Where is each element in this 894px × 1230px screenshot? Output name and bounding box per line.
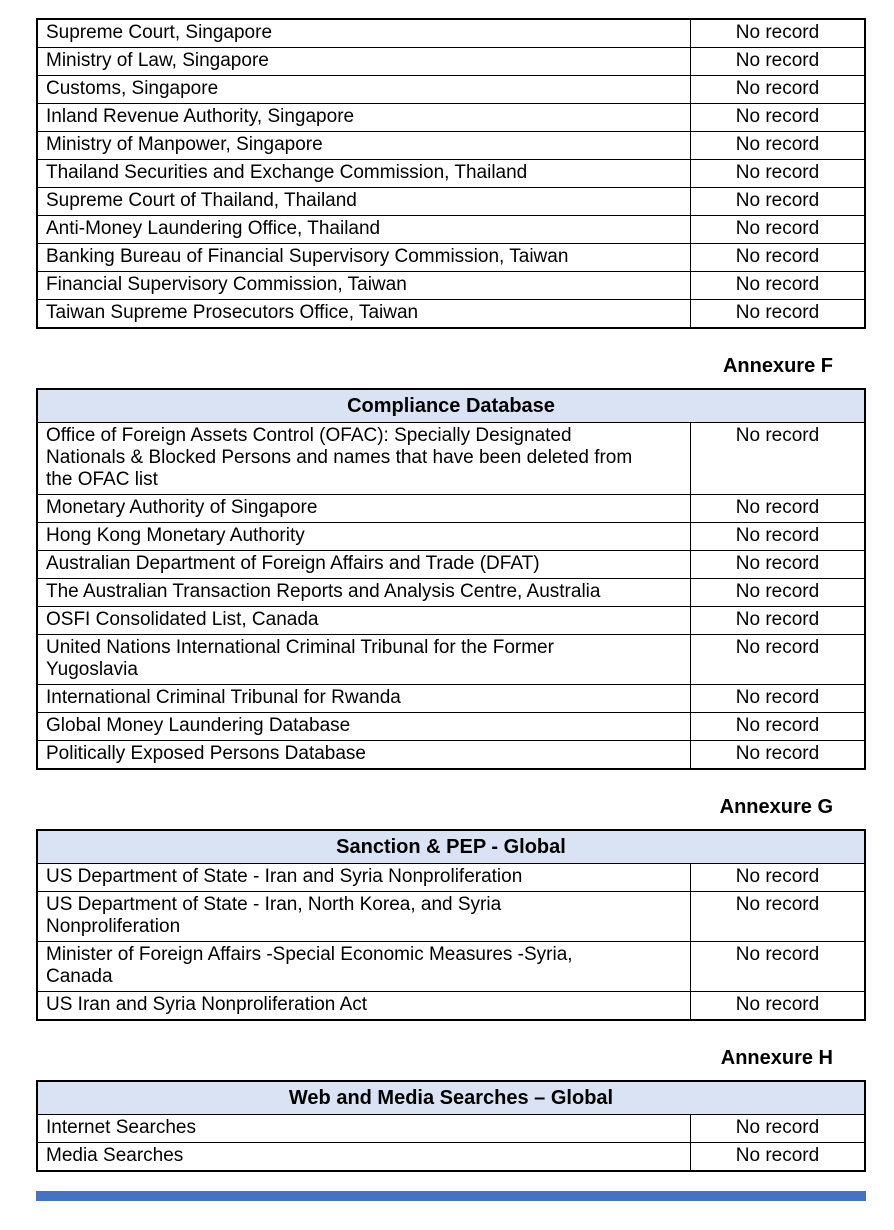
- table-row: Global Money Laundering Database No reco…: [38, 712, 864, 740]
- source-name-cell: Customs, Singapore: [46, 78, 219, 99]
- source-name-cell: United Nations International Criminal Tr…: [46, 637, 554, 680]
- table-row: Monetary Authority of Singapore No recor…: [38, 494, 864, 522]
- search-result-cell: No record: [690, 942, 864, 991]
- source-name-cell: Supreme Court, Singapore: [46, 22, 273, 43]
- next-page-table-header-edge: [36, 1191, 866, 1201]
- search-result-cell: No record: [690, 104, 864, 131]
- source-name-cell: Ministry of Manpower, Singapore: [46, 134, 323, 155]
- source-name-cell: Hong Kong Monetary Authority: [46, 525, 305, 546]
- table-row: Internet Searches No record: [38, 1115, 864, 1142]
- search-result-cell: No record: [690, 551, 864, 578]
- table-body: Internet Searches No record Media Search…: [38, 1115, 864, 1170]
- table-row: Taiwan Supreme Prosecutors Office, Taiwa…: [38, 299, 864, 327]
- table-body: Office of Foreign Assets Control (OFAC):…: [38, 423, 864, 768]
- table-row: International Criminal Tribunal for Rwan…: [38, 684, 864, 712]
- table-body: Supreme Court, Singapore No record Minis…: [38, 20, 864, 327]
- search-result-cell: No record: [690, 300, 864, 327]
- source-name-cell: US Department of State - Iran and Syria …: [46, 866, 523, 887]
- table-row: Anti-Money Laundering Office, Thailand N…: [38, 215, 864, 243]
- search-result-cell: No record: [690, 216, 864, 243]
- search-result-cell: No record: [690, 864, 864, 891]
- source-name-cell: International Criminal Tribunal for Rwan…: [46, 687, 401, 708]
- source-name-cell: US Iran and Syria Nonproliferation Act: [46, 994, 368, 1015]
- annexure-h-label: Annexure H: [720, 1047, 833, 1069]
- source-name-cell: Global Money Laundering Database: [46, 715, 351, 736]
- source-name-cell: Banking Bureau of Financial Supervisory …: [46, 246, 569, 267]
- source-name-cell: Thailand Securities and Exchange Commiss…: [46, 162, 528, 183]
- table-row: Thailand Securities and Exchange Commiss…: [38, 159, 864, 187]
- table-title-compliance-database: Compliance Database: [38, 390, 864, 423]
- search-result-cell: No record: [690, 188, 864, 215]
- table-row: Customs, Singapore No record: [38, 75, 864, 103]
- search-result-cell: No record: [690, 132, 864, 159]
- source-name-cell: Australian Department of Foreign Affairs…: [46, 553, 540, 574]
- annexure-g-label: Annexure G: [719, 796, 833, 818]
- table-row: Hong Kong Monetary Authority No record: [38, 522, 864, 550]
- search-result-cell: No record: [690, 685, 864, 712]
- source-name-cell: Office of Foreign Assets Control (OFAC):…: [46, 425, 633, 490]
- table-row: United Nations International Criminal Tr…: [38, 634, 864, 684]
- source-name-cell: Supreme Court of Thailand, Thailand: [46, 190, 357, 211]
- source-name-cell: The Australian Transaction Reports and A…: [46, 581, 601, 602]
- table-row: Supreme Court, Singapore No record: [38, 20, 864, 47]
- table-row: Media Searches No record: [38, 1142, 864, 1170]
- source-name-cell: Media Searches: [46, 1145, 184, 1166]
- table-row: Office of Foreign Assets Control (OFAC):…: [38, 423, 864, 494]
- search-result-cell: No record: [690, 272, 864, 299]
- search-result-cell: No record: [690, 495, 864, 522]
- search-result-cell: No record: [690, 579, 864, 606]
- compliance-database-table: Compliance Database Office of Foreign As…: [36, 388, 866, 770]
- source-name-cell: Minister of Foreign Affairs -Special Eco…: [46, 944, 573, 987]
- table-row: US Department of State - Iran and Syria …: [38, 864, 864, 891]
- table-row: The Australian Transaction Reports and A…: [38, 578, 864, 606]
- search-result-cell: No record: [690, 1143, 864, 1170]
- table-body: US Department of State - Iran and Syria …: [38, 864, 864, 1019]
- sanction-pep-global-table: Sanction & PEP - Global US Department of…: [36, 829, 866, 1021]
- regulatory-sources-table: Supreme Court, Singapore No record Minis…: [36, 18, 866, 329]
- table-row: Ministry of Manpower, Singapore No recor…: [38, 131, 864, 159]
- source-name-cell: Taiwan Supreme Prosecutors Office, Taiwa…: [46, 302, 419, 323]
- search-result-cell: No record: [690, 20, 864, 47]
- table-row: Inland Revenue Authority, Singapore No r…: [38, 103, 864, 131]
- table-row: Politically Exposed Persons Database No …: [38, 740, 864, 768]
- search-result-cell: No record: [690, 635, 864, 684]
- search-result-cell: No record: [690, 992, 864, 1019]
- search-result-cell: No record: [690, 607, 864, 634]
- source-name-cell: OSFI Consolidated List, Canada: [46, 609, 319, 630]
- table-title-sanction-pep: Sanction & PEP - Global: [38, 831, 864, 864]
- search-result-cell: No record: [690, 244, 864, 271]
- search-result-cell: No record: [690, 1115, 864, 1142]
- search-result-cell: No record: [690, 76, 864, 103]
- table-row: Supreme Court of Thailand, Thailand No r…: [38, 187, 864, 215]
- search-result-cell: No record: [690, 713, 864, 740]
- web-media-searches-table: Web and Media Searches – Global Internet…: [36, 1080, 866, 1172]
- source-name-cell: Ministry of Law, Singapore: [46, 50, 269, 71]
- table-row: US Department of State - Iran, North Kor…: [38, 891, 864, 941]
- source-name-cell: Politically Exposed Persons Database: [46, 743, 367, 764]
- table-row: US Iran and Syria Nonproliferation Act N…: [38, 991, 864, 1019]
- table-row: Banking Bureau of Financial Supervisory …: [38, 243, 864, 271]
- source-name-cell: Inland Revenue Authority, Singapore: [46, 106, 355, 127]
- search-result-cell: No record: [690, 741, 864, 768]
- source-name-cell: Internet Searches: [46, 1117, 196, 1138]
- source-name-cell: Financial Supervisory Commission, Taiwan: [46, 274, 407, 295]
- table-row: Minister of Foreign Affairs -Special Eco…: [38, 941, 864, 991]
- search-result-cell: No record: [690, 523, 864, 550]
- search-result-cell: No record: [690, 892, 864, 941]
- source-name-cell: US Department of State - Iran, North Kor…: [46, 894, 502, 937]
- source-name-cell: Monetary Authority of Singapore: [46, 497, 318, 518]
- search-result-cell: No record: [690, 423, 864, 494]
- table-row: Financial Supervisory Commission, Taiwan…: [38, 271, 864, 299]
- table-row: Australian Department of Foreign Affairs…: [38, 550, 864, 578]
- search-result-cell: No record: [690, 48, 864, 75]
- search-result-cell: No record: [690, 160, 864, 187]
- table-row: OSFI Consolidated List, Canada No record: [38, 606, 864, 634]
- table-row: Ministry of Law, Singapore No record: [38, 47, 864, 75]
- annexure-f-label: Annexure F: [722, 355, 833, 377]
- table-title-web-media: Web and Media Searches – Global: [38, 1082, 864, 1115]
- source-name-cell: Anti-Money Laundering Office, Thailand: [46, 218, 381, 239]
